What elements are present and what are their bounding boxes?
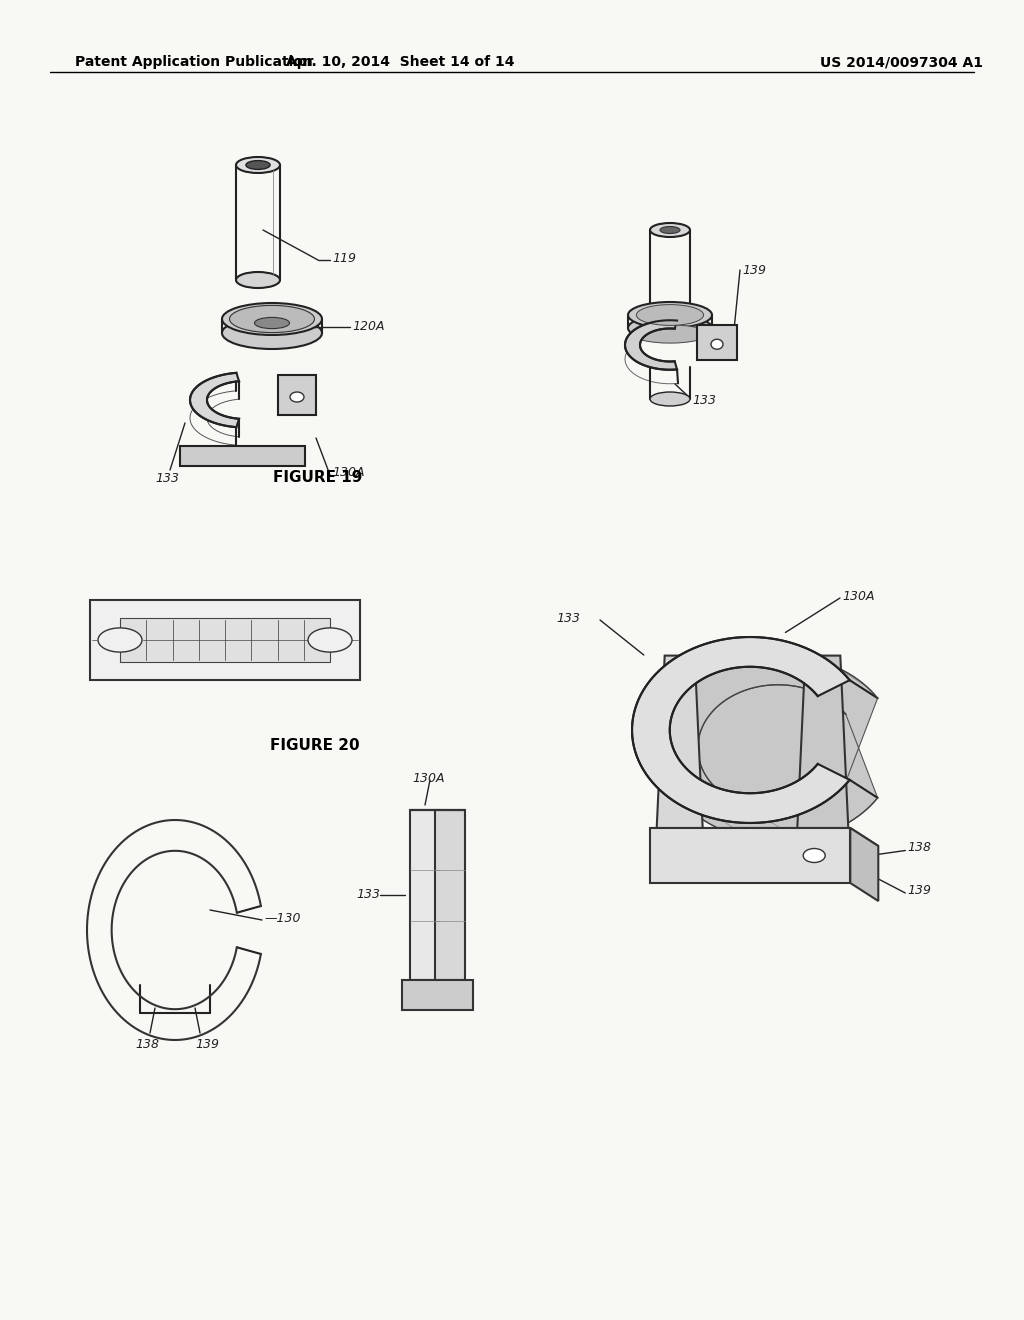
Polygon shape [649,828,850,883]
Ellipse shape [236,272,280,288]
Text: 138: 138 [135,1039,159,1052]
Ellipse shape [660,227,680,234]
Polygon shape [632,638,850,822]
Polygon shape [120,618,330,663]
Text: 139: 139 [195,1039,219,1052]
Ellipse shape [711,339,723,350]
Text: Patent Application Publication: Patent Application Publication [75,55,312,69]
Ellipse shape [222,304,322,335]
Ellipse shape [636,305,703,326]
Text: FIGURE 19: FIGURE 19 [273,470,362,486]
Ellipse shape [255,317,290,329]
Text: Apr. 10, 2014  Sheet 14 of 14: Apr. 10, 2014 Sheet 14 of 14 [286,55,514,69]
Polygon shape [660,655,878,841]
Text: 120A: 120A [352,321,384,334]
Text: 133: 133 [556,611,580,624]
Ellipse shape [229,305,314,333]
Polygon shape [180,446,305,466]
Text: 133: 133 [155,471,179,484]
Ellipse shape [290,392,304,403]
Ellipse shape [803,849,825,862]
Text: 133: 133 [356,888,380,902]
Polygon shape [402,979,473,1010]
Polygon shape [190,372,239,428]
Polygon shape [850,828,879,902]
Ellipse shape [650,392,690,407]
Text: 119: 119 [332,252,356,264]
Text: —130: —130 [264,912,300,924]
Ellipse shape [628,302,712,327]
Ellipse shape [650,223,690,238]
Ellipse shape [308,628,352,652]
Text: 139: 139 [742,264,766,276]
Text: US 2014/0097304 A1: US 2014/0097304 A1 [820,55,983,69]
Text: 130A: 130A [842,590,874,602]
Ellipse shape [222,317,322,348]
Polygon shape [625,321,677,370]
Text: 130A: 130A [332,466,365,479]
Polygon shape [278,375,316,414]
Polygon shape [435,810,465,979]
Polygon shape [798,656,848,828]
Ellipse shape [628,315,712,341]
Polygon shape [90,601,360,680]
Polygon shape [697,325,737,360]
Ellipse shape [98,628,142,652]
Polygon shape [649,828,879,846]
Text: 133: 133 [692,393,716,407]
Text: 139: 139 [907,884,931,898]
Text: 138: 138 [907,841,931,854]
Polygon shape [656,656,702,828]
Ellipse shape [246,161,270,169]
Polygon shape [410,810,440,979]
Text: 130A: 130A [412,771,444,784]
Text: FIGURE 20: FIGURE 20 [270,738,359,752]
Ellipse shape [632,325,708,343]
Ellipse shape [236,157,280,173]
